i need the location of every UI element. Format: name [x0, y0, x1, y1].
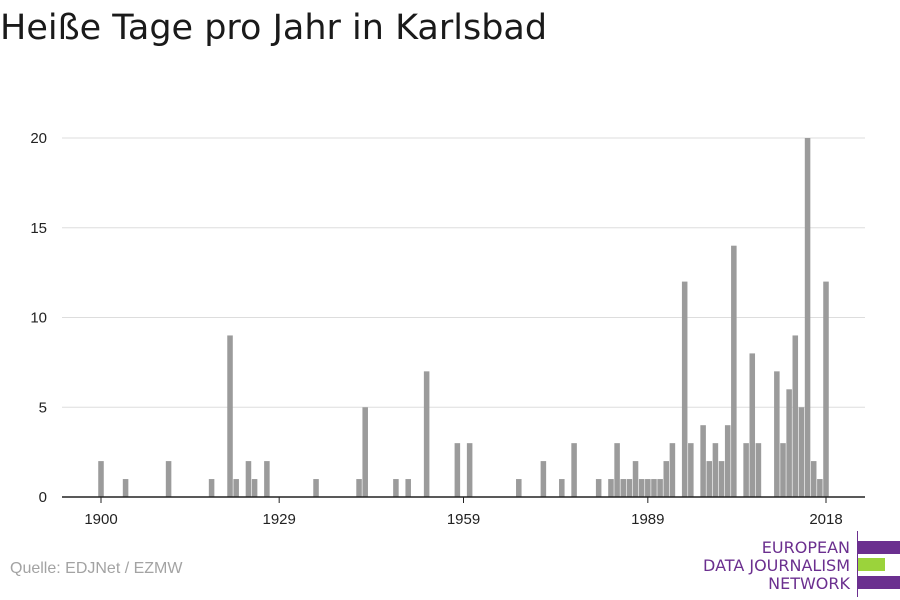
chart-title: Heiße Tage pro Jahr in Karlsbad: [0, 8, 548, 48]
x-tick-labels: 1900 1929 1959 1989 2018: [84, 511, 842, 528]
logo-divider: [857, 531, 858, 597]
bar-2012: [786, 389, 792, 497]
bar-2015: [804, 138, 811, 497]
bar-2006: [749, 353, 756, 497]
x-tick-label-2018: 2018: [809, 511, 842, 528]
gridlines: [62, 137, 865, 408]
bar-1981: [595, 479, 602, 497]
x-tick-label-1989: 1989: [631, 511, 664, 528]
bar-1950: [405, 479, 411, 497]
y-tick-label-15: 15: [30, 220, 47, 237]
bar-1900: [98, 461, 104, 497]
bar-1988: [638, 479, 645, 497]
bar-1904: [122, 479, 129, 497]
bar-1911: [165, 461, 172, 497]
bar-1987: [632, 461, 639, 497]
bar-1968: [516, 479, 522, 497]
bar-1924: [245, 461, 252, 497]
bar-1995: [681, 281, 688, 497]
y-tick-label-5: 5: [39, 399, 47, 416]
bar-1992: [663, 461, 670, 497]
logo-bar-purple-bottom: [858, 576, 900, 589]
logo-bar-purple-top: [858, 541, 900, 554]
bar-1948: [393, 479, 399, 497]
bar-2007: [755, 443, 762, 497]
bar-2000: [712, 443, 719, 497]
y-tick-label-20: 20: [30, 130, 47, 147]
bar-2011: [780, 443, 786, 497]
bar-1921: [227, 335, 233, 497]
bar-2013: [792, 335, 799, 497]
bar-1986: [626, 479, 633, 497]
bar-1922: [233, 479, 239, 497]
bar-1975: [559, 479, 565, 497]
y-tick-label-0: 0: [39, 489, 47, 506]
bar-2016: [810, 461, 817, 497]
axes: [62, 496, 865, 503]
bar-1960: [466, 443, 473, 497]
bar-1991: [657, 479, 663, 497]
bar-1998: [700, 425, 706, 497]
y-tick-label-10: 10: [30, 310, 47, 327]
bar-1993: [669, 443, 676, 497]
bar-1996: [688, 443, 694, 497]
bar-2001: [718, 461, 725, 497]
x-tick-label-1959: 1959: [447, 511, 480, 528]
bar-1977: [571, 443, 577, 497]
logo-line-1: EUROPEAN: [761, 538, 850, 557]
bar-1918: [208, 479, 215, 497]
bar-1953: [423, 371, 430, 497]
bar-1925: [251, 479, 258, 497]
bar-1935: [313, 479, 319, 497]
x-tick-label-1929: 1929: [262, 511, 295, 528]
y-tick-labels: 0 5 10 15 20: [30, 130, 47, 506]
bar-2014: [798, 407, 805, 497]
bar-1943: [362, 407, 368, 497]
source-note: Quelle: EDJNet / EZMW: [10, 560, 183, 577]
bar-1989: [645, 479, 651, 497]
x-tick-label-1900: 1900: [84, 511, 117, 528]
bar-1984: [614, 443, 620, 497]
bar-1999: [706, 461, 713, 497]
bar-1972: [540, 461, 547, 497]
bar-1990: [651, 479, 657, 497]
bar-1958: [454, 443, 461, 497]
logo-line-3: NETWORK: [768, 574, 850, 593]
logo-bar-green: [858, 558, 885, 571]
bar-1985: [620, 479, 627, 497]
edjnet-logo: EUROPEAN DATA JOURNALISM NETWORK: [700, 531, 900, 597]
bar-1942: [356, 479, 362, 497]
bars: [98, 138, 829, 497]
bar-2002: [724, 425, 731, 497]
bar-2018: [823, 281, 829, 497]
bar-2017: [817, 479, 823, 497]
bar-2010: [774, 371, 780, 497]
bar-2005: [743, 443, 749, 497]
bar-1927: [264, 461, 270, 497]
bar-2003: [731, 245, 737, 497]
logo-line-2: DATA JOURNALISM: [703, 556, 850, 575]
bar-1983: [608, 479, 614, 497]
